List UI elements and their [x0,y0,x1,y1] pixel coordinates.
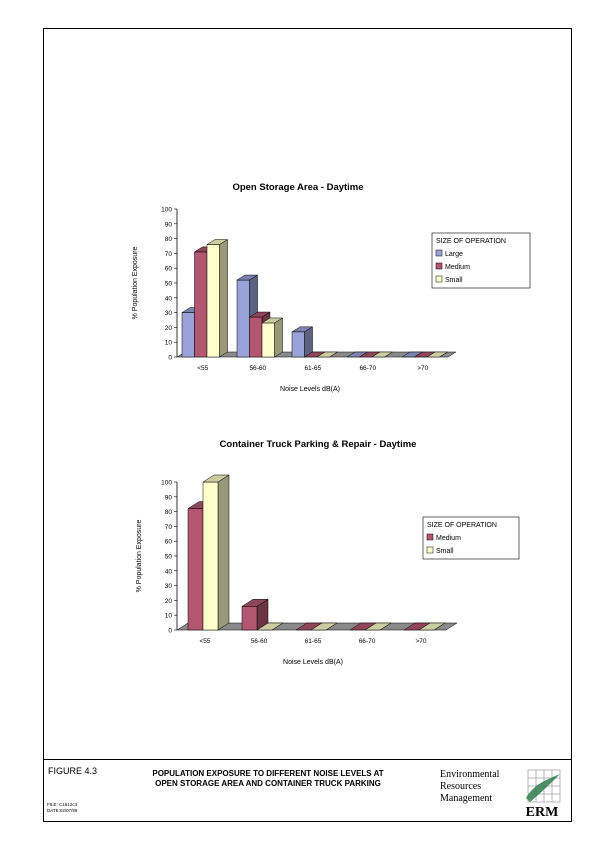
chart-title: Open Storage Area - Daytime [232,182,363,193]
x-tick-label: <55 [199,638,210,645]
figure-label: FIGURE 4.3 [48,766,98,776]
file-line: FILE: C1612c3 [47,802,78,807]
chart-open-storage: Open Storage Area - Daytime 0 10 20 30 40 50 60… [132,182,531,393]
legend-title: SIZE OF OPERATION [436,238,506,245]
x-tick-label: 56-60 [249,365,266,372]
x-tick-label: <55 [197,365,208,372]
legend-box [431,232,531,289]
bar-top [248,311,271,318]
figure-title-line1: POPULATION EXPOSURE TO DIFFERENT NOISE L… [152,769,384,778]
bar-top [202,474,230,483]
x-tick-label: 66-70 [359,365,376,372]
x-tick-label: 61-65 [304,365,321,372]
chart-container-truck: Container Truck Parking & Repair - Dayti… [136,439,520,666]
legend-swatch [435,275,443,283]
legend-label: Small [445,277,463,284]
legend-label: Large [445,251,463,258]
y-tick-label: 100 [161,480,172,487]
x-axis-title: Noise Levels dB(A) [283,659,343,666]
company-line2: Resources [440,781,482,792]
erm-logo: ERM [526,769,561,820]
page-frame [43,28,572,822]
y-tick-label: 60 [165,539,173,546]
x-tick-label: 66-70 [359,638,376,645]
y-tick-label: 20 [165,598,173,605]
legend-swatch [426,546,434,554]
y-tick-label: 30 [165,310,173,317]
y-axis-title: % Population Exposure [136,520,143,593]
bar-top [236,274,259,281]
bar-top [241,599,269,607]
y-tick-label: 70 [165,524,173,531]
x-tick-label: >70 [417,365,428,372]
y-tick-label: 10 [165,340,173,347]
y-axis-title: % Population Exposure [132,247,139,320]
legend-title: SIZE OF OPERATION [427,522,497,529]
y-tick-label: 0 [168,355,172,362]
y-tick-label: 70 [165,251,173,258]
bar-top [371,351,394,358]
y-tick-label: 90 [165,221,173,228]
y-tick-label: 50 [165,281,173,288]
y-tick-label: 80 [165,509,173,516]
bar-top [206,239,229,245]
y-tick-label: 80 [165,236,173,243]
figure-title: POPULATION EXPOSURE TO DIFFERENT NOISE L… [123,769,413,789]
y-tick-label: 40 [165,568,173,575]
legend-swatch [435,262,443,270]
x-axis-title: Noise Levels dB(A) [280,386,340,393]
company-line3: Management [440,793,493,804]
bar-top [310,622,338,631]
figure-title-line2: OPEN STORAGE AREA AND CONTAINER TRUCK PA… [155,779,381,788]
x-tick-label: >70 [415,638,426,645]
bar-medium [241,606,258,631]
company-line1: Environmental [440,769,500,780]
bar-top [426,351,449,358]
bar-medium [187,508,204,631]
bar-side [217,474,230,631]
legend-label: Medium [436,535,461,542]
legend-label: Small [436,548,454,555]
bar-top [418,622,446,631]
bar-small [202,481,219,631]
legend-swatch [435,249,443,257]
y-tick-label: 100 [161,207,172,214]
x-tick-label: 61-65 [305,638,322,645]
legend-box [422,516,520,560]
date-line: DATE:02/07/99 [47,808,78,813]
logo-leaf [526,774,560,802]
y-tick-label: 10 [165,613,173,620]
company-name: Environmental Resources Management [440,769,499,805]
legend-label: Medium [445,264,470,271]
logo-text: ERM [526,805,559,820]
y-tick-label: 20 [165,325,173,332]
y-tick-label: 40 [165,295,173,302]
y-tick-label: 50 [165,554,173,561]
y-tick-label: 90 [165,494,173,501]
bar-top [256,622,284,631]
bar-top [316,351,339,358]
chart-title: Container Truck Parking & Repair - Dayti… [220,439,417,450]
file-info: FILE: C1612c3 DATE:02/07/99 [47,802,77,814]
bar-top [261,317,284,324]
y-tick-label: 60 [165,266,173,273]
y-tick-label: 0 [168,628,172,635]
x-tick-label: 56-60 [251,638,268,645]
bar-top [291,326,314,333]
footer-divider [43,759,572,760]
legend-swatch [426,533,434,541]
y-tick-label: 30 [165,583,173,590]
bar-top [364,622,392,631]
